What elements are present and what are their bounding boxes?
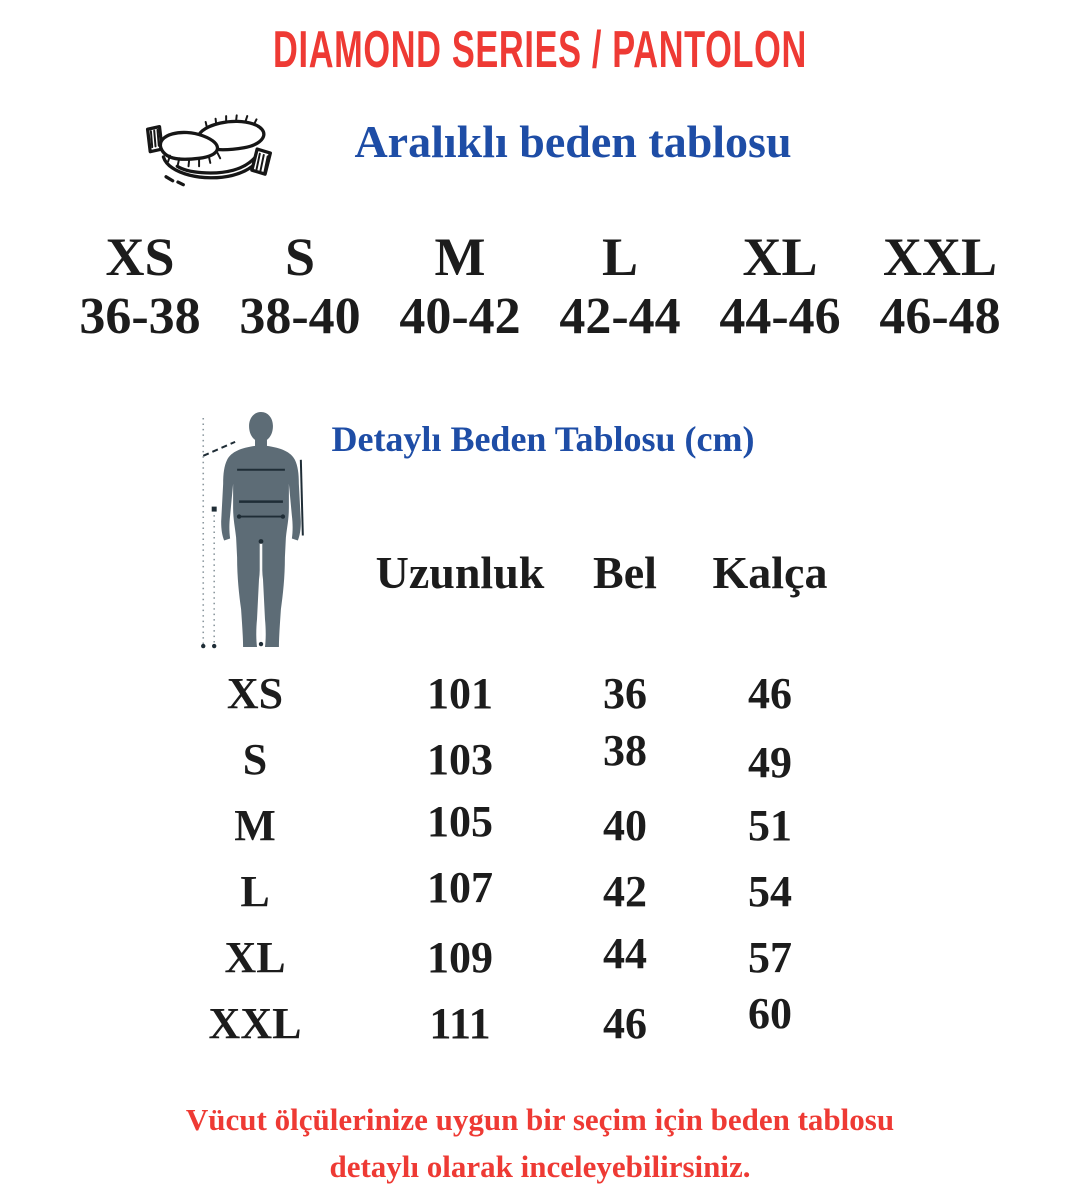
page-title: DIAMOND SERIES / PANTOLON	[273, 21, 807, 79]
size-range: 44-46	[719, 288, 841, 345]
size-column-s: S 38-40	[220, 228, 380, 344]
size-column-xxl: XXL 46-48	[860, 228, 1020, 344]
cell-uzunluk: 105	[427, 796, 493, 846]
range-table-title: Aralıklı beden tablosu	[354, 116, 792, 167]
cell-uzunluk: 101	[427, 668, 493, 718]
size-label: XL	[742, 227, 818, 287]
size-label: L	[601, 227, 639, 287]
row-size-label: XS	[226, 668, 284, 718]
size-range: 42-44	[559, 288, 681, 345]
measuring-tape-icon	[141, 112, 273, 198]
cell-bel: 42	[603, 866, 647, 916]
row-size-label: S	[242, 734, 268, 784]
range-size-table: XS 36-38 S 38-40 M 40-42 L 42-44 XL 44-4…	[60, 228, 1020, 344]
size-range: 36-38	[79, 288, 201, 345]
size-column-l: L 42-44	[540, 228, 700, 344]
size-label: XXL	[882, 227, 997, 287]
cell-uzunluk: 109	[427, 932, 493, 982]
row-size-label: L	[240, 866, 270, 916]
detail-table-body: XS 101 36 46 S 103 38 49 M 105 40 51 L 1…	[150, 660, 850, 1056]
body-figure-icon	[199, 410, 323, 654]
cell-bel: 38	[603, 725, 647, 775]
cell-uzunluk: 103	[427, 734, 493, 784]
header-spacer	[150, 548, 360, 598]
size-label: M	[434, 227, 486, 287]
size-range: 40-42	[399, 288, 521, 345]
footer-line-2: detaylı olarak inceleyebilirsiniz.	[329, 1149, 751, 1184]
detail-table-title: Detaylı Beden Tablosu (cm)	[331, 419, 755, 459]
row-size-label: M	[234, 800, 276, 850]
size-range: 38-40	[239, 288, 361, 345]
size-column-xs: XS 36-38	[60, 228, 220, 344]
cell-bel: 36	[603, 668, 647, 718]
column-header-kalca: Kalça	[712, 547, 828, 598]
cell-bel: 44	[603, 928, 647, 978]
footer-line-1: Vücut ölçülerinize uygun bir seçim için …	[185, 1102, 895, 1137]
cell-kalca: 54	[748, 866, 792, 916]
cell-kalca: 60	[748, 988, 792, 1038]
cell-kalca: 57	[748, 932, 792, 982]
cell-uzunluk: 107	[427, 862, 493, 912]
row-size-label: XL	[224, 932, 286, 982]
cell-kalca: 51	[748, 800, 792, 850]
detail-table-header: Uzunluk Bel Kalça	[150, 548, 850, 598]
size-label: XS	[105, 227, 175, 287]
row-size-label: XXL	[208, 998, 302, 1048]
column-header-bel: Bel	[593, 547, 657, 598]
cell-kalca: 49	[748, 737, 792, 787]
cell-kalca: 46	[748, 668, 792, 718]
cell-bel: 46	[603, 998, 647, 1048]
column-header-uzunluk: Uzunluk	[375, 547, 545, 598]
cell-bel: 40	[603, 800, 647, 850]
size-label: S	[284, 227, 316, 287]
size-column-m: M 40-42	[380, 228, 540, 344]
size-column-xl: XL 44-46	[700, 228, 860, 344]
size-range: 46-48	[879, 288, 1001, 345]
footer-note: Vücut ölçülerinize uygun bir seçim için …	[0, 1096, 1080, 1190]
cell-uzunluk: 111	[429, 998, 491, 1048]
